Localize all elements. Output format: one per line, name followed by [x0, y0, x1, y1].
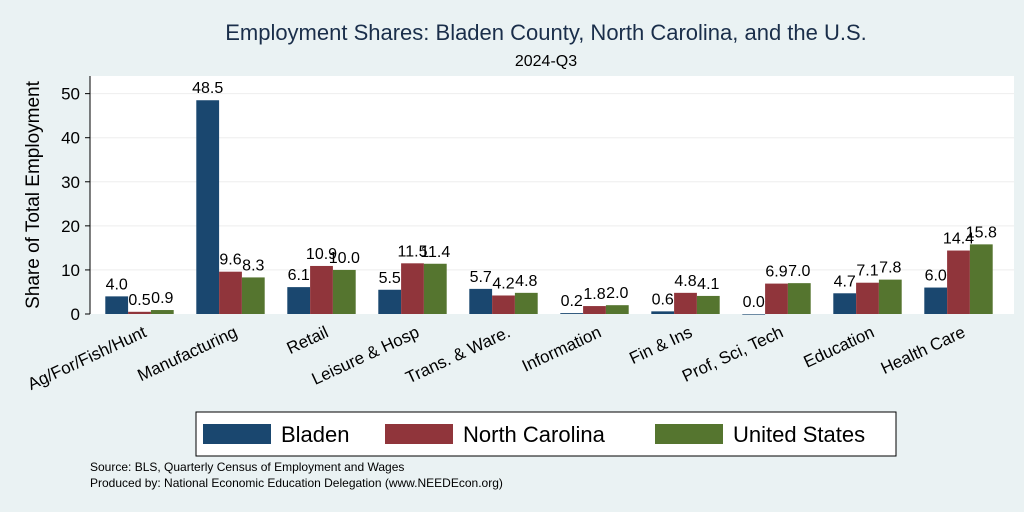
bar — [469, 288, 493, 314]
data-label: 6.0 — [925, 268, 947, 285]
bar — [310, 265, 333, 314]
data-label: 48.5 — [192, 80, 223, 97]
bar — [287, 287, 311, 314]
legend-label: North Carolina — [463, 422, 606, 447]
bar — [947, 250, 970, 314]
bar — [583, 306, 606, 314]
bar — [128, 311, 151, 314]
legend-items: Bladen North Carolina United States — [203, 422, 865, 447]
data-label: 5.7 — [470, 269, 492, 286]
legend-swatch — [385, 424, 453, 444]
bar — [605, 305, 629, 314]
data-label: 4.7 — [834, 273, 856, 290]
data-label: 0.9 — [151, 290, 173, 307]
legend-item: United States — [655, 422, 865, 447]
footer-produced: Produced by: National Economic Education… — [90, 476, 503, 490]
plot-area — [90, 76, 1014, 314]
bar — [378, 289, 402, 314]
bar — [560, 313, 584, 314]
data-label: 4.1 — [697, 276, 719, 293]
bar — [924, 287, 948, 314]
data-label: 7.0 — [788, 263, 810, 280]
bar — [787, 283, 811, 314]
data-label: 4.8 — [515, 273, 537, 290]
data-label: 15.8 — [966, 224, 997, 241]
bar — [878, 279, 902, 314]
y-tick-label: 0 — [71, 305, 80, 324]
bar — [969, 244, 993, 314]
data-label: 0.0 — [743, 294, 765, 311]
legend: Bladen North Carolina United States — [195, 411, 897, 457]
y-tick-label: 30 — [61, 173, 80, 192]
bar — [651, 311, 675, 314]
gridlines — [90, 93, 1014, 271]
legend-item: North Carolina — [385, 422, 606, 447]
bar — [332, 269, 356, 314]
data-label: 2.0 — [606, 285, 628, 302]
bar — [674, 292, 697, 314]
data-label: 10.0 — [329, 250, 360, 267]
bar — [765, 283, 788, 314]
bar — [742, 314, 766, 315]
chart-subtitle: 2024-Q3 — [515, 53, 577, 70]
legend-label: Bladen — [281, 422, 350, 447]
bars-group — [105, 100, 993, 315]
bar — [856, 282, 879, 314]
data-label: 4.2 — [492, 275, 514, 292]
data-label: 11.4 — [420, 244, 450, 261]
legend-item: Bladen — [203, 422, 350, 447]
bar — [196, 100, 220, 314]
bar — [241, 277, 265, 314]
data-label: 9.6 — [219, 252, 241, 269]
y-tick-label: 40 — [61, 129, 80, 148]
legend-box — [195, 411, 897, 457]
bar — [833, 293, 857, 314]
bar — [219, 271, 242, 314]
bar — [514, 292, 538, 314]
data-label: 4.0 — [106, 276, 128, 293]
legend-label: United States — [733, 422, 865, 447]
data-label: 14.4 — [943, 231, 974, 248]
bar — [401, 263, 424, 314]
y-axis: 0 10 20 30 40 50 — [61, 76, 91, 324]
data-labels-group: 4.00.5 0.9 48.5 9.6 8.3 6.1 10.910.0 5.5 11.511.… — [106, 80, 997, 311]
data-label: 1.8 — [583, 286, 605, 303]
bar — [492, 295, 515, 314]
data-label: 7.1 — [856, 263, 878, 280]
bar — [696, 295, 720, 314]
y-axis-label: Share of Total Employment — [23, 80, 44, 308]
bar — [423, 263, 447, 314]
data-label: 0.5 — [128, 292, 150, 309]
data-label: 0.2 — [561, 293, 583, 310]
y-tick-label: 20 — [61, 217, 80, 236]
data-label: 8.3 — [242, 257, 264, 274]
legend-swatch — [203, 424, 271, 444]
data-label: 5.5 — [379, 270, 401, 287]
footer-source: Source: BLS, Quarterly Census of Employm… — [90, 460, 404, 474]
bar — [150, 310, 174, 314]
data-label: 0.6 — [652, 291, 674, 308]
bar — [105, 296, 129, 314]
y-tick-label: 50 — [61, 85, 80, 104]
data-label: 7.8 — [879, 260, 901, 277]
data-label: 6.1 — [288, 267, 310, 284]
chart-title: Employment Shares: Bladen County, North … — [225, 20, 867, 45]
data-label: 6.9 — [765, 264, 787, 281]
data-label: 10.9 — [306, 246, 337, 263]
y-tick-label: 10 — [61, 261, 80, 280]
legend-swatch — [655, 424, 723, 444]
data-label: 11.5 — [398, 243, 428, 260]
data-label: 4.8 — [674, 273, 696, 290]
